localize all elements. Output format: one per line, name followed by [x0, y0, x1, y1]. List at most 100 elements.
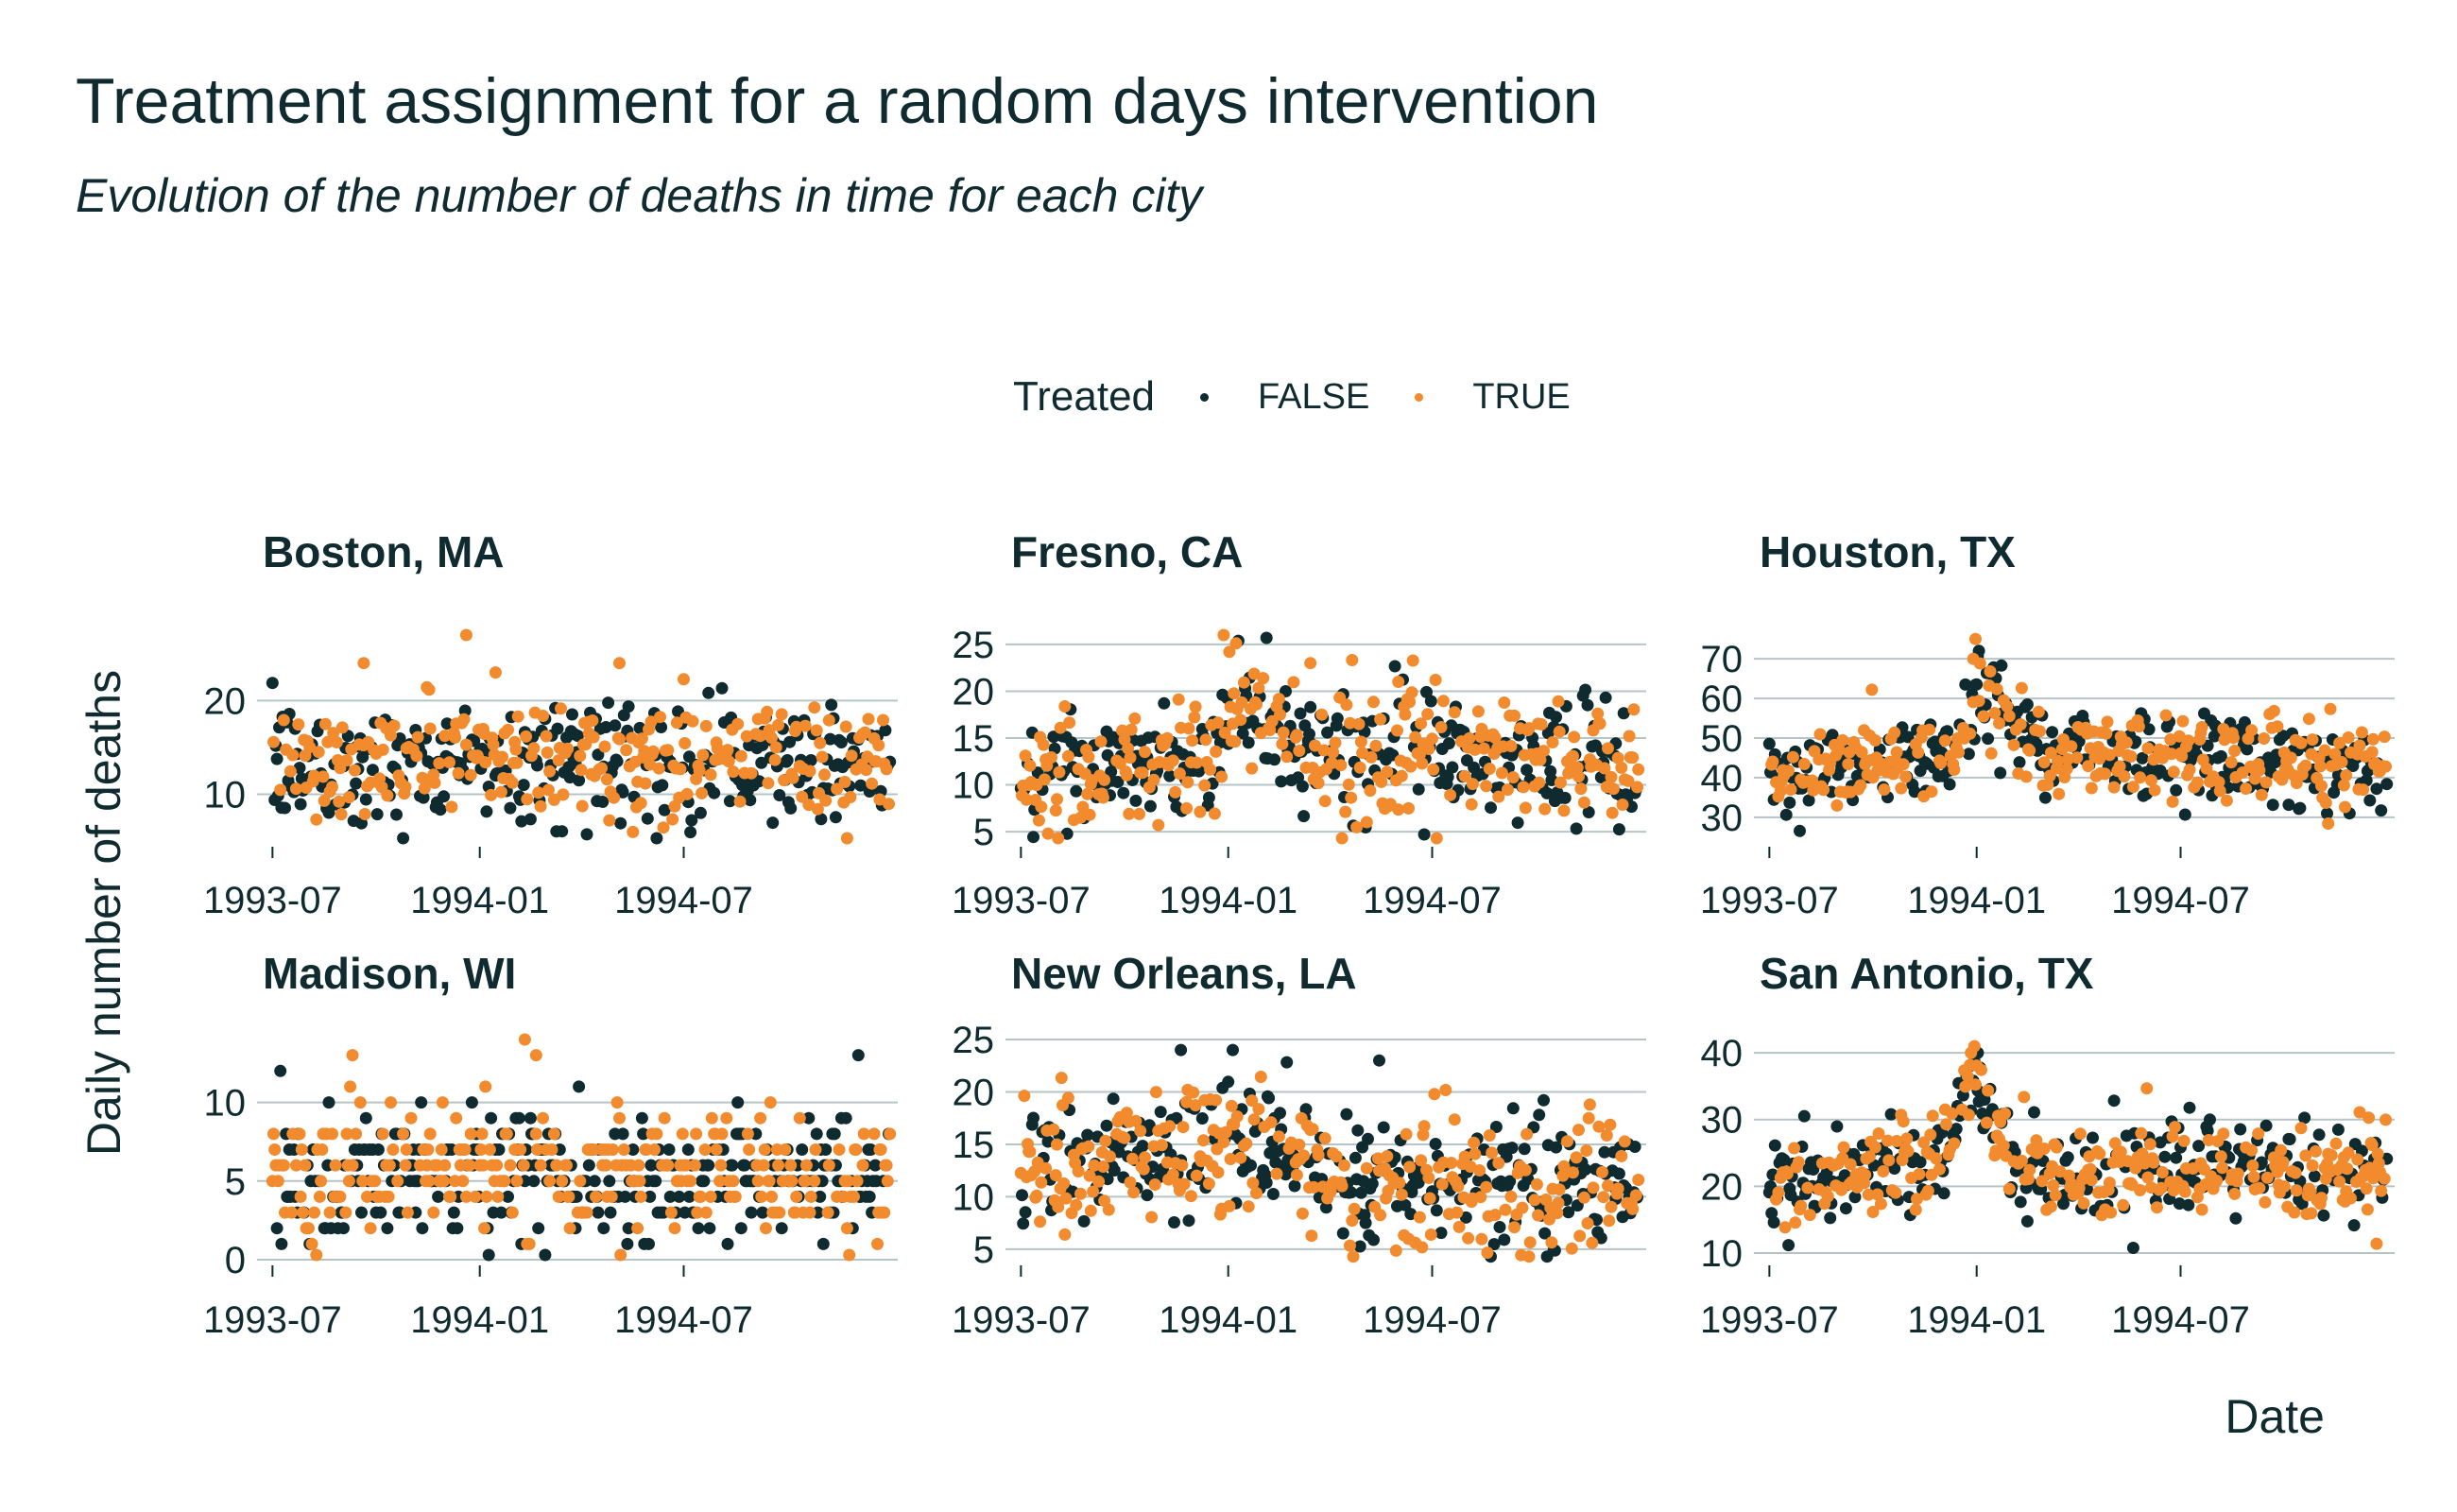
point-treated	[1040, 1161, 1053, 1175]
point-untreated	[2183, 1101, 2196, 1114]
point-treated	[2342, 1146, 2355, 1160]
point-treated	[2357, 783, 2370, 797]
point-treated	[833, 1143, 846, 1156]
point-treated	[2077, 1196, 2090, 1210]
point-treated	[1463, 731, 1476, 745]
chart-title: Treatment assignment for a random days i…	[76, 65, 1599, 137]
point-treated	[1403, 696, 1417, 709]
point-treated	[784, 1159, 798, 1172]
point-treated	[1606, 806, 1619, 819]
x-tick-label: 1994-07	[2111, 1299, 2250, 1341]
point-treated	[1488, 1209, 1502, 1222]
point-treated	[313, 1190, 326, 1203]
point-treated	[1054, 721, 1067, 734]
point-treated	[2324, 702, 2337, 715]
point-untreated	[1367, 1233, 1380, 1246]
point-treated	[2200, 762, 2213, 775]
point-treated	[1475, 1232, 1488, 1246]
point-treated	[1530, 1177, 1543, 1191]
y-tick-label: 15	[953, 718, 995, 760]
point-untreated	[1331, 712, 1344, 725]
y-tick-label: 5	[973, 812, 994, 853]
point-untreated	[1830, 1120, 1844, 1133]
point-treated	[1797, 758, 1811, 770]
point-treated	[741, 1127, 754, 1141]
point-treated	[2267, 704, 2280, 717]
point-treated	[1913, 1168, 1926, 1180]
point-treated	[590, 1190, 602, 1203]
point-untreated	[1117, 786, 1130, 799]
point-treated	[1047, 1123, 1060, 1136]
point-treated	[693, 765, 706, 777]
point-treated	[793, 1111, 806, 1125]
point-treated	[1148, 1178, 1161, 1191]
point-untreated	[1768, 1139, 1781, 1152]
point-treated	[608, 791, 621, 804]
point-treated	[1538, 745, 1550, 758]
point-treated	[1962, 1108, 1975, 1122]
point-treated	[506, 776, 519, 789]
point-untreated	[863, 1190, 876, 1203]
point-treated	[1430, 832, 1443, 845]
point-untreated	[796, 1143, 809, 1156]
point-treated	[1052, 1200, 1065, 1213]
point-untreated	[1598, 1145, 1611, 1159]
point-treated	[2245, 1143, 2259, 1157]
point-untreated	[2020, 1214, 2034, 1228]
point-treated	[684, 1175, 697, 1188]
point-treated	[1335, 832, 1349, 845]
panel-title: San Antonio, TX	[1760, 949, 2094, 998]
point-treated	[1969, 1078, 1982, 1091]
point-treated	[2049, 1189, 2062, 1202]
point-treated	[527, 742, 541, 755]
point-untreated	[644, 1159, 658, 1172]
point-treated	[1125, 1152, 1139, 1165]
point-untreated	[1521, 764, 1534, 777]
point-untreated	[2321, 807, 2333, 820]
point-treated	[714, 1159, 728, 1172]
point-treated	[790, 1190, 803, 1203]
point-treated	[1166, 1168, 1179, 1181]
point-untreated	[531, 759, 543, 772]
point-untreated	[1518, 1143, 1531, 1156]
point-treated	[761, 705, 774, 718]
point-untreated	[370, 808, 384, 821]
point-untreated	[1274, 1107, 1286, 1120]
point-untreated	[1275, 775, 1288, 788]
point-treated	[2305, 1207, 2318, 1220]
point-treated	[1557, 1160, 1571, 1173]
point-treated	[443, 756, 455, 769]
point-treated	[1572, 1124, 1585, 1137]
point-treated	[2134, 1184, 2147, 1196]
point-treated	[1348, 1202, 1361, 1215]
point-untreated	[1351, 1124, 1365, 1137]
point-treated	[1217, 628, 1230, 642]
point-treated	[765, 1190, 778, 1203]
point-treated	[316, 1143, 329, 1156]
point-treated	[857, 1127, 870, 1141]
point-treated	[808, 701, 821, 714]
point-treated	[1552, 695, 1565, 708]
point-treated	[1353, 761, 1366, 774]
point-treated	[556, 1175, 569, 1188]
point-treated	[1160, 731, 1174, 745]
point-treated	[531, 1143, 543, 1156]
point-untreated	[1412, 782, 1425, 796]
point-treated	[1395, 769, 1408, 782]
point-untreated	[731, 1096, 745, 1109]
point-treated	[2378, 1172, 2391, 1185]
point-treated	[751, 1175, 765, 1188]
point-treated	[639, 777, 652, 790]
legend-dot-false	[1200, 392, 1210, 402]
point-untreated	[592, 1206, 605, 1219]
point-treated	[1118, 1131, 1131, 1144]
point-untreated	[1538, 1093, 1550, 1107]
point-treated	[1535, 718, 1548, 730]
point-treated	[2328, 747, 2342, 761]
point-treated	[1315, 708, 1329, 721]
point-treated	[1473, 1164, 1486, 1177]
point-treated	[463, 1159, 476, 1172]
point-untreated	[650, 832, 663, 845]
point-untreated	[1280, 1056, 1294, 1069]
point-treated	[579, 738, 593, 751]
